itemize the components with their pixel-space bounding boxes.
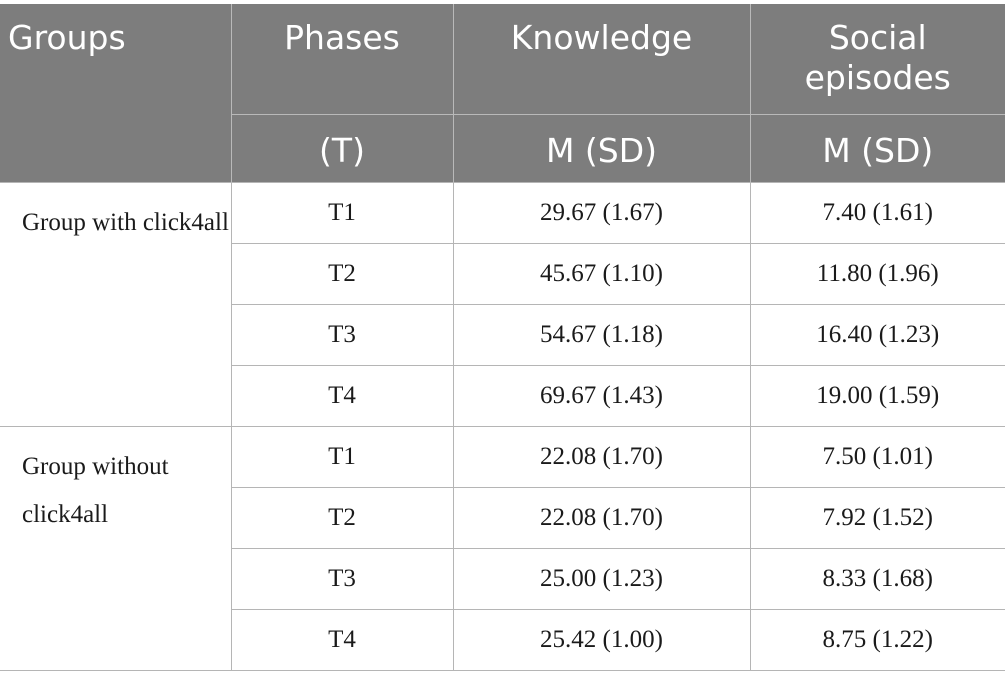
header-groups: Groups: [0, 4, 232, 182]
table-row: T2 22.08 (1.70) 7.92 (1.52): [0, 486, 1005, 549]
knowledge-cell: 22.08 (1.70): [452, 486, 751, 549]
header-phases: Phases: [230, 4, 454, 114]
knowledge-cell: 54.67 (1.18): [452, 303, 751, 366]
table-body: Group with click4all T1 29.67 (1.67) 7.4…: [0, 181, 1005, 671]
results-table: Groups Phases Knowledge Social episodes (…: [0, 4, 1005, 671]
table-row: T2 45.67 (1.10) 11.80 (1.96): [0, 242, 1005, 305]
social-cell: 11.80 (1.96): [749, 242, 1005, 305]
header-social-line1: Social: [828, 18, 927, 57]
group-label-line2: click4all: [142, 208, 229, 236]
phase-cell: T4: [230, 608, 454, 671]
header-knowledge: Knowledge: [452, 4, 751, 114]
group-label-line2: click4all: [22, 500, 109, 528]
knowledge-cell: 25.42 (1.00): [452, 608, 751, 671]
group-label-line1: Group without: [22, 452, 169, 480]
table-header: Groups Phases Knowledge Social episodes (…: [0, 4, 1005, 182]
table-row: T4 69.67 (1.43) 19.00 (1.59): [0, 364, 1005, 427]
table-row: Group without click4all T1 22.08 (1.70) …: [0, 425, 1005, 671]
knowledge-cell: 45.67 (1.10): [452, 242, 751, 305]
group-label-line1: Group with: [22, 208, 137, 236]
social-cell: 19.00 (1.59): [749, 364, 1005, 427]
subheader-knowledge: M (SD): [452, 113, 751, 182]
social-cell: 7.40 (1.61): [749, 181, 1005, 244]
social-cell: 8.33 (1.68): [749, 547, 1005, 610]
table-row: T4 25.42 (1.00) 8.75 (1.22): [0, 608, 1005, 671]
phase-cell: T1: [230, 181, 454, 244]
phase-cell: T4: [230, 364, 454, 427]
knowledge-cell: 69.67 (1.43): [452, 364, 751, 427]
social-cell: 7.50 (1.01): [749, 425, 1005, 488]
phase-cell: T1: [230, 425, 454, 488]
knowledge-cell: 22.08 (1.70): [452, 425, 751, 488]
header-social-episodes: Social episodes: [749, 4, 1005, 114]
table-row: Group with click4all T1 29.67 (1.67) 7.4…: [0, 181, 1005, 427]
phase-cell: T2: [230, 486, 454, 549]
header-social-line2: episodes: [804, 58, 951, 97]
knowledge-cell: 29.67 (1.67): [452, 181, 751, 244]
phase-cell: T2: [230, 242, 454, 305]
table-row: T3 54.67 (1.18) 16.40 (1.23): [0, 303, 1005, 366]
phase-cell: T3: [230, 547, 454, 610]
subheader-phases: (T): [231, 113, 454, 182]
group-cell-without: Group without click4all: [0, 425, 232, 671]
group-cell-with: Group with click4all: [0, 181, 232, 427]
social-cell: 7.92 (1.52): [749, 486, 1005, 549]
subheader-social: M (SD): [749, 113, 1005, 182]
social-cell: 16.40 (1.23): [749, 303, 1005, 366]
phase-cell: T3: [230, 303, 454, 366]
social-cell: 8.75 (1.22): [749, 608, 1005, 671]
knowledge-cell: 25.00 (1.23): [452, 547, 751, 610]
